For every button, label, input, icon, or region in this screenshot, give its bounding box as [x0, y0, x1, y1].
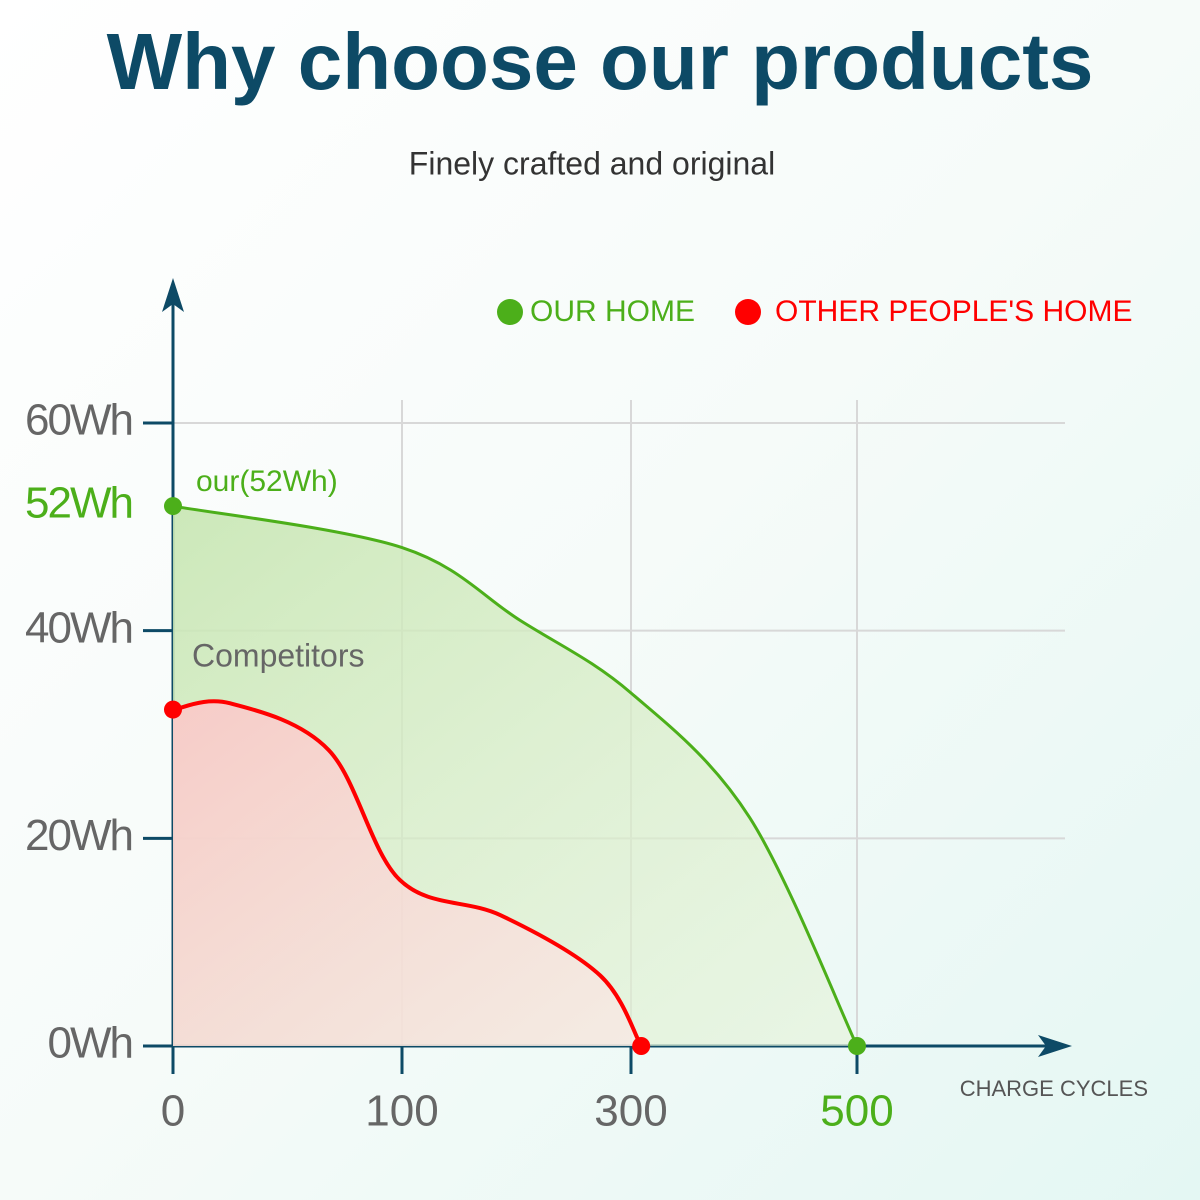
x-axis-arrow: [1038, 1035, 1072, 1057]
x-axis-label: CHARGE CYCLES: [960, 1076, 1148, 1101]
legend-marker: [735, 299, 761, 325]
x-tick-label: 300: [594, 1087, 667, 1136]
legend-marker: [497, 299, 523, 325]
point: [632, 1037, 651, 1055]
annotation: our(52Wh): [196, 465, 338, 498]
subtitle: Finely crafted and original: [409, 145, 775, 181]
x-tick-label: 500: [820, 1087, 893, 1136]
y-tick-label: 0Wh: [48, 1019, 132, 1068]
y-axis-arrow: [162, 278, 184, 312]
point: [164, 497, 182, 516]
y-tick-label: 52Wh: [25, 479, 132, 528]
y-tick-label: 60Wh: [25, 396, 132, 445]
legend-label: OUR HOME: [530, 295, 695, 328]
line: [172, 504, 859, 1047]
title: Why choose our products: [107, 17, 1094, 106]
x-tick-label: 100: [365, 1087, 438, 1136]
area: [173, 701, 642, 1046]
point: [164, 700, 182, 719]
line: [172, 699, 643, 1048]
point: [848, 1037, 866, 1055]
annotation: Competitors: [192, 637, 365, 673]
x-tick-label: 0: [161, 1087, 185, 1136]
y-tick-label: 20Wh: [25, 811, 132, 860]
y-tick-label: 40Wh: [25, 603, 132, 652]
legend-label: OTHER PEOPLE'S HOME: [775, 295, 1132, 328]
